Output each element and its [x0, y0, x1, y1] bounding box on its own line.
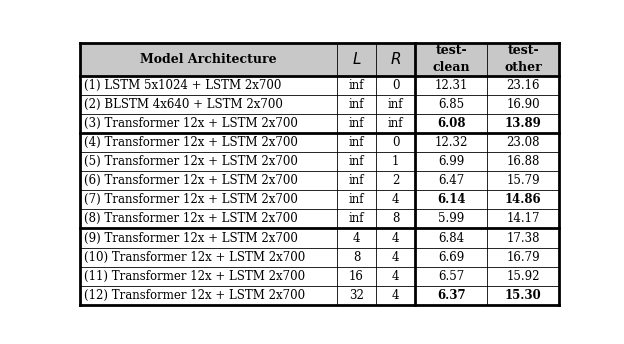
Text: inf: inf [388, 98, 404, 111]
Text: test-
clean: test- clean [432, 44, 470, 74]
Text: 14.86: 14.86 [505, 193, 542, 206]
Text: 4: 4 [392, 232, 399, 245]
Text: 15.92: 15.92 [507, 270, 540, 283]
Bar [80, 267, 559, 286]
Bar [80, 152, 559, 171]
Bar [80, 133, 559, 152]
Text: 16.79: 16.79 [507, 250, 540, 264]
Text: 6.37: 6.37 [437, 289, 466, 302]
Text: (2) BLSTM 4x640 + LSTM 2x700: (2) BLSTM 4x640 + LSTM 2x700 [84, 98, 283, 111]
Text: 12.32: 12.32 [435, 136, 468, 149]
Text: 6.99: 6.99 [438, 155, 464, 168]
Text: inf: inf [349, 98, 364, 111]
Bar [80, 171, 559, 190]
Text: 16.88: 16.88 [507, 155, 540, 168]
Text: (9) Transformer 12x + LSTM 2x700: (9) Transformer 12x + LSTM 2x700 [84, 232, 298, 245]
Text: 4: 4 [353, 232, 360, 245]
Text: 4: 4 [392, 270, 399, 283]
Bar [80, 209, 559, 228]
Text: (6) Transformer 12x + LSTM 2x700: (6) Transformer 12x + LSTM 2x700 [84, 174, 298, 187]
Bar [80, 248, 559, 267]
Text: 15.30: 15.30 [505, 289, 542, 302]
Text: (7) Transformer 12x + LSTM 2x700: (7) Transformer 12x + LSTM 2x700 [84, 193, 298, 206]
Text: 6.14: 6.14 [437, 193, 466, 206]
Text: 6.69: 6.69 [438, 250, 464, 264]
Text: 6.47: 6.47 [438, 174, 464, 187]
Text: inf: inf [349, 117, 364, 130]
Text: inf: inf [349, 136, 364, 149]
Text: inf: inf [349, 155, 364, 168]
Text: 4: 4 [392, 289, 399, 302]
Text: 14.17: 14.17 [507, 212, 540, 225]
Text: (4) Transformer 12x + LSTM 2x700: (4) Transformer 12x + LSTM 2x700 [84, 136, 298, 149]
Text: 6.85: 6.85 [438, 98, 464, 111]
Text: $\mathit{R}$: $\mathit{R}$ [390, 51, 401, 67]
Text: 5.99: 5.99 [438, 212, 464, 225]
Text: 6.08: 6.08 [437, 117, 466, 130]
Text: 4: 4 [392, 250, 399, 264]
Text: 23.16: 23.16 [507, 79, 540, 92]
Bar [80, 76, 559, 95]
Text: (3) Transformer 12x + LSTM 2x700: (3) Transformer 12x + LSTM 2x700 [84, 117, 298, 130]
Text: (10) Transformer 12x + LSTM 2x700: (10) Transformer 12x + LSTM 2x700 [84, 250, 306, 264]
Text: test-
other: test- other [504, 44, 542, 74]
Text: inf: inf [349, 79, 364, 92]
Text: 16: 16 [349, 270, 364, 283]
Text: inf: inf [349, 174, 364, 187]
Text: 8: 8 [392, 212, 399, 225]
Text: 6.57: 6.57 [438, 270, 464, 283]
Text: (1) LSTM 5x1024 + LSTM 2x700: (1) LSTM 5x1024 + LSTM 2x700 [84, 79, 281, 92]
Text: inf: inf [349, 212, 364, 225]
Text: (8) Transformer 12x + LSTM 2x700: (8) Transformer 12x + LSTM 2x700 [84, 212, 298, 225]
Text: (12) Transformer 12x + LSTM 2x700: (12) Transformer 12x + LSTM 2x700 [84, 289, 305, 302]
Text: 8: 8 [353, 250, 360, 264]
Text: 2: 2 [392, 174, 399, 187]
Text: 15.79: 15.79 [507, 174, 540, 187]
Bar [80, 43, 559, 76]
Text: Model Architecture: Model Architecture [140, 53, 277, 66]
Text: 13.89: 13.89 [505, 117, 542, 130]
Text: 0: 0 [392, 79, 399, 92]
Text: 4: 4 [392, 193, 399, 206]
Bar [80, 114, 559, 133]
Text: 0: 0 [392, 136, 399, 149]
Text: inf: inf [388, 117, 404, 130]
Text: 16.90: 16.90 [507, 98, 540, 111]
Text: 6.84: 6.84 [438, 232, 464, 245]
Text: (5) Transformer 12x + LSTM 2x700: (5) Transformer 12x + LSTM 2x700 [84, 155, 298, 168]
Bar [80, 190, 559, 209]
Bar [80, 286, 559, 305]
Text: 32: 32 [349, 289, 364, 302]
Bar [80, 95, 559, 114]
Text: $\mathit{L}$: $\mathit{L}$ [352, 51, 361, 67]
Text: 12.31: 12.31 [435, 79, 468, 92]
Text: inf: inf [349, 193, 364, 206]
Text: 23.08: 23.08 [507, 136, 540, 149]
Bar [80, 228, 559, 248]
Text: 1: 1 [392, 155, 399, 168]
Text: 17.38: 17.38 [507, 232, 540, 245]
Text: (11) Transformer 12x + LSTM 2x700: (11) Transformer 12x + LSTM 2x700 [84, 270, 305, 283]
